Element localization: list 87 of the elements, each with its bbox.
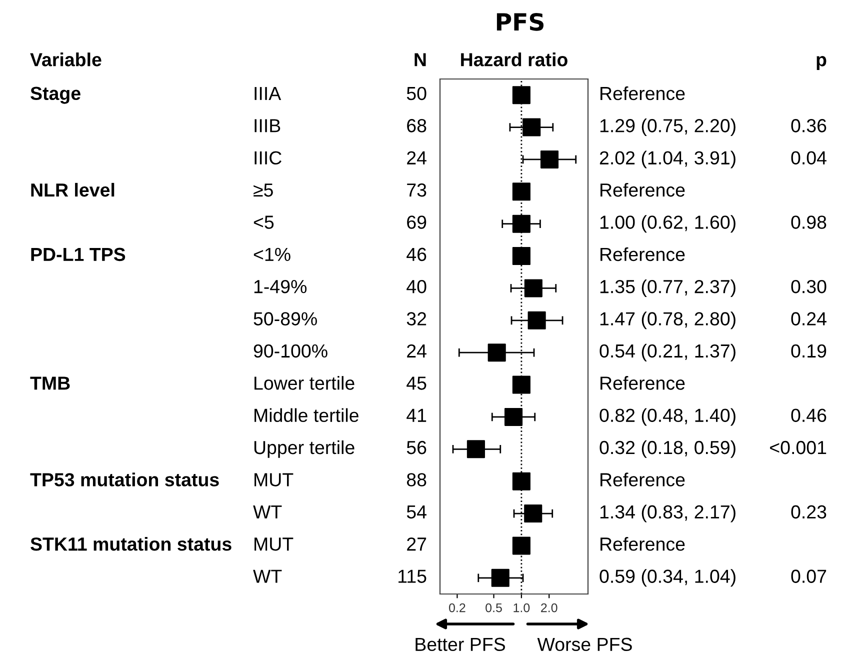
text: Worse PFS bbox=[537, 638, 632, 652]
text: 46 bbox=[406, 248, 426, 262]
text: 32 bbox=[406, 312, 426, 326]
text: 0.46 bbox=[791, 408, 826, 422]
text: 68 bbox=[407, 119, 426, 132]
text: 0.04 bbox=[791, 151, 826, 164]
y-tick-label: 50-89% bbox=[254, 312, 317, 326]
text: 0.54 (0.21, 1.37) bbox=[600, 344, 736, 362]
point bbox=[512, 376, 530, 394]
text: 1.47 (0.78, 2.80) bbox=[600, 312, 736, 330]
text: 0.32 (0.18, 0.59) bbox=[600, 440, 736, 458]
text: Reference bbox=[600, 247, 685, 262]
point bbox=[512, 182, 530, 201]
text: Reference bbox=[600, 537, 685, 551]
text: 56 bbox=[406, 440, 426, 454]
text: 54 bbox=[406, 505, 426, 519]
text: 40 bbox=[406, 280, 426, 294]
text: 50 bbox=[406, 86, 426, 100]
x-tick-label: 0.2 bbox=[448, 603, 466, 612]
x-tick-label: 1.0 bbox=[514, 603, 530, 612]
point bbox=[512, 247, 530, 266]
point bbox=[524, 504, 542, 523]
x-tick-label: 0.5 bbox=[486, 603, 502, 612]
text: 115 bbox=[398, 570, 426, 583]
text: 69 bbox=[407, 216, 426, 229]
text: 27 bbox=[407, 537, 426, 551]
text: 0.24 bbox=[791, 312, 826, 326]
text: Better PFS bbox=[416, 638, 505, 652]
y-tick-label: MUT bbox=[254, 473, 294, 486]
x-tick-label: 2.0 bbox=[541, 603, 558, 612]
text: N bbox=[414, 53, 426, 66]
text: 41 bbox=[406, 408, 426, 422]
text: Reference bbox=[600, 472, 685, 486]
text: 0.82 (0.48, 1.40) bbox=[600, 408, 736, 426]
y-tick-label: WT bbox=[253, 505, 282, 518]
text: 24 bbox=[407, 151, 426, 164]
y-tick-label: IIIB bbox=[254, 119, 280, 132]
text: Hazard ratio bbox=[461, 52, 568, 66]
text: 24 bbox=[407, 344, 426, 358]
text: NLR level bbox=[31, 182, 114, 197]
text: 1.29 (0.75, 2.20) bbox=[600, 118, 736, 136]
text: 0.07 bbox=[791, 570, 826, 583]
text: 73 bbox=[407, 183, 426, 197]
text: 0.59 (0.34, 1.04) bbox=[600, 569, 736, 587]
text: PD-L1 TPS bbox=[31, 248, 126, 262]
text: 0.19 bbox=[791, 344, 826, 358]
text: 1.00 (0.62, 1.60) bbox=[600, 215, 736, 233]
point bbox=[512, 86, 530, 104]
text: 0.23 bbox=[791, 505, 826, 519]
point bbox=[522, 118, 541, 136]
text: p bbox=[816, 56, 826, 70]
text: 0.30 bbox=[791, 280, 826, 294]
y-tick-label: WT bbox=[253, 570, 282, 583]
y-tick-label: MUT bbox=[254, 538, 294, 551]
text: 1.35 (0.77, 2.37) bbox=[600, 279, 736, 297]
y-tick-label: <1% bbox=[254, 248, 290, 261]
point bbox=[512, 472, 530, 490]
text: 0.98 bbox=[791, 216, 826, 229]
y-tick-label: Upper tertile bbox=[254, 440, 354, 458]
text: 88 bbox=[406, 473, 426, 486]
text: Variable bbox=[30, 52, 102, 66]
text: <0.001 bbox=[770, 440, 826, 454]
point bbox=[524, 279, 542, 298]
text: Reference bbox=[600, 376, 685, 390]
text: 0.36 bbox=[791, 119, 826, 132]
text: Reference bbox=[600, 86, 685, 100]
text: 1.34 (0.83, 2.17) bbox=[600, 504, 736, 522]
y-tick-label: 90-100% bbox=[254, 344, 328, 358]
text: 2.02 (1.04, 3.91) bbox=[600, 150, 736, 168]
text: 45 bbox=[406, 376, 426, 390]
y-tick-label: Lower tertile bbox=[254, 376, 354, 390]
point bbox=[512, 214, 530, 233]
text: STK11 mutation status bbox=[30, 536, 232, 551]
y-tick-label: Middle tertile bbox=[254, 408, 358, 422]
y-tick-label: IIIA bbox=[254, 87, 282, 100]
y-tick-label: 1-49% bbox=[254, 280, 307, 294]
text: Stage bbox=[30, 86, 80, 104]
text: TP53 mutation status bbox=[30, 472, 219, 486]
y-tick-label: ≥5 bbox=[254, 184, 273, 197]
y-tick-label: <5 bbox=[254, 216, 274, 229]
chart-title: PFS bbox=[496, 12, 544, 31]
y-tick-label: IIIC bbox=[254, 151, 282, 164]
point bbox=[528, 311, 546, 330]
text: TMB bbox=[30, 376, 70, 390]
text: Reference bbox=[600, 182, 685, 197]
point bbox=[512, 536, 530, 555]
point bbox=[504, 408, 523, 426]
